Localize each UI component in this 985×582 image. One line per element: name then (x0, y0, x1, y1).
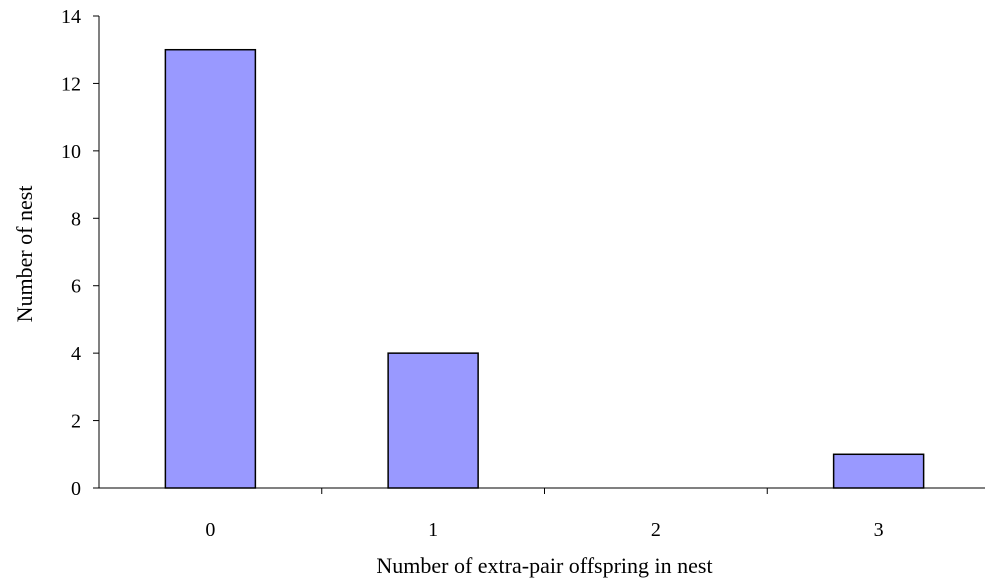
y-tick-label: 14 (61, 6, 81, 28)
y-tick-label: 4 (71, 343, 81, 365)
y-tick-label: 2 (71, 411, 81, 433)
x-axis-title: Number of extra-pair offspring in nest (376, 553, 712, 578)
y-ticks-group: 0 2 4 6 8 10 12 14 (61, 6, 99, 500)
x-tick-label: 3 (874, 519, 884, 541)
x-tick-label: 1 (428, 519, 438, 541)
x-tick-label: 0 (205, 519, 215, 541)
bar-1 (387, 352, 479, 489)
y-tick-label: 8 (71, 208, 81, 230)
y-axis-title: Number of nest (12, 186, 37, 323)
y-tick-label: 10 (61, 141, 81, 163)
bars-group (164, 48, 925, 489)
x-ticks-group: 0 1 2 3 (205, 488, 884, 541)
x-tick-label: 2 (651, 519, 661, 541)
bar-0 (164, 48, 257, 489)
y-tick-label: 12 (61, 73, 81, 95)
y-tick-label: 6 (71, 276, 81, 298)
bar-3 (832, 453, 925, 489)
y-tick-label: 0 (71, 478, 81, 500)
